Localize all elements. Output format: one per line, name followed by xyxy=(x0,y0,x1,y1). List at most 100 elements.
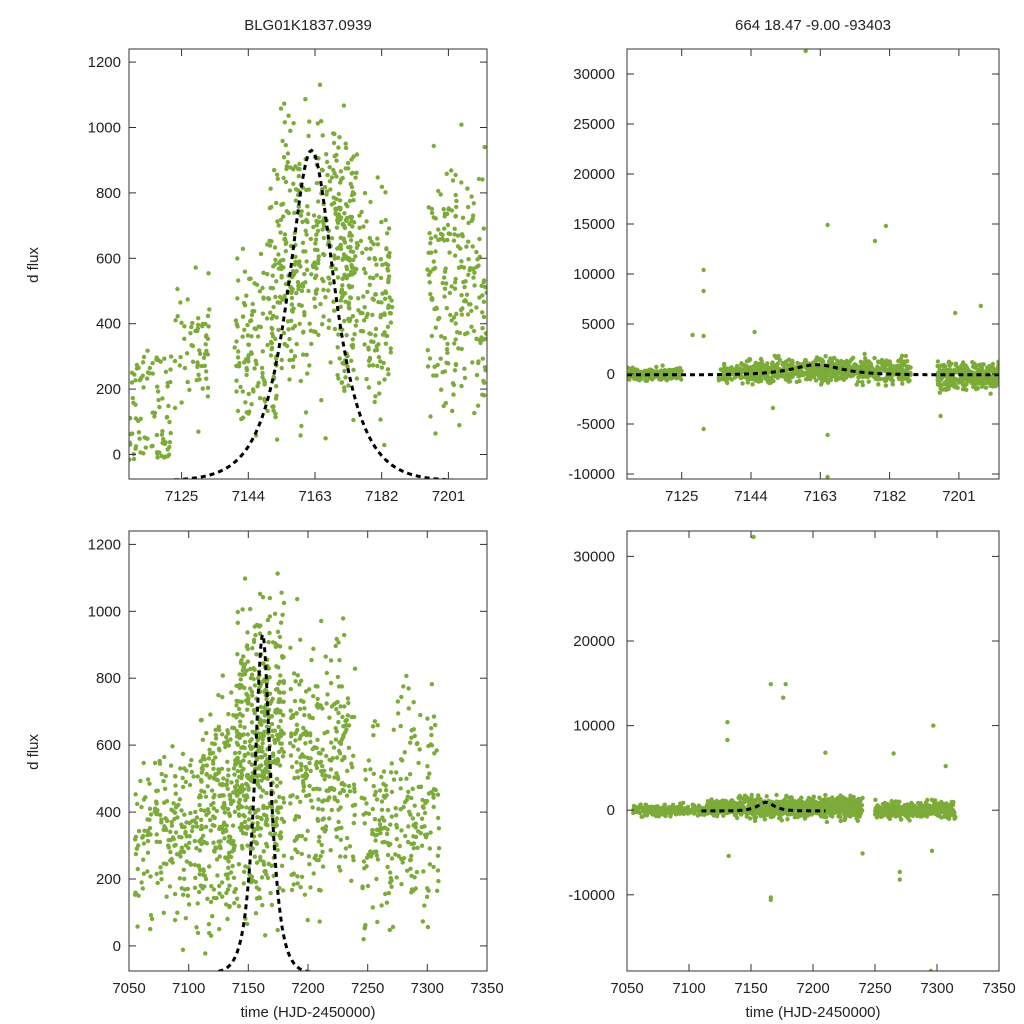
scatter-point xyxy=(740,381,745,386)
scatter-point xyxy=(644,369,650,374)
scatter-point xyxy=(334,225,340,230)
scatter-point xyxy=(290,357,296,362)
scatter-point xyxy=(208,899,214,905)
scatter-point xyxy=(756,379,761,384)
scatter-point xyxy=(240,246,246,251)
scatter-point xyxy=(237,361,242,366)
scatter-point xyxy=(306,854,312,859)
scatter-point xyxy=(229,841,234,846)
scatter-point xyxy=(194,378,199,383)
scatter-point xyxy=(903,353,909,359)
scatter-point xyxy=(323,773,328,778)
scatter-point xyxy=(276,665,281,670)
scatter-point xyxy=(265,271,270,277)
scatter-point xyxy=(345,215,350,221)
scatter-point xyxy=(222,802,227,807)
scatter-point xyxy=(173,774,178,779)
scatter-point xyxy=(336,719,341,725)
scatter-point xyxy=(307,783,312,789)
scatter-point xyxy=(811,362,816,367)
scatter-point xyxy=(364,801,369,806)
scatter-point xyxy=(301,783,306,788)
scatter-point xyxy=(335,255,341,260)
scatter-point xyxy=(425,348,430,353)
scatter-point xyxy=(705,807,710,812)
scatter-point xyxy=(309,657,314,663)
scatter-point xyxy=(374,347,380,353)
scatter-point xyxy=(234,389,239,394)
scatter-point xyxy=(785,363,791,368)
scatter-point xyxy=(242,672,248,677)
scatter-point xyxy=(233,318,239,323)
y-tick-label: 1000 xyxy=(88,120,121,137)
scatter-point xyxy=(422,903,427,908)
scatter-point xyxy=(342,754,347,760)
scatter-point xyxy=(380,262,385,267)
scatter-point xyxy=(260,755,265,760)
x-tick-label: 7201 xyxy=(942,488,975,505)
scatter-point xyxy=(272,167,277,173)
x-tick-label: 7163 xyxy=(804,488,837,505)
scatter-point xyxy=(201,833,206,838)
scatter-point xyxy=(394,813,399,818)
scatter-point xyxy=(157,450,162,455)
scatter-point xyxy=(317,834,322,840)
scatter-point xyxy=(214,895,219,901)
scatter-point xyxy=(249,720,255,725)
y-tick-label: 25000 xyxy=(573,116,615,133)
scatter-point xyxy=(234,896,240,901)
scatter-point xyxy=(265,408,270,414)
scatter-point xyxy=(459,383,464,389)
scatter-point xyxy=(865,359,870,364)
scatter-point xyxy=(303,793,309,799)
scatter-point xyxy=(240,314,246,319)
scatter-point xyxy=(383,217,388,223)
scatter-point xyxy=(328,281,333,286)
scatter-point xyxy=(970,360,975,365)
scatter-point xyxy=(711,813,716,818)
scatter-point xyxy=(224,902,229,907)
scatter-point xyxy=(348,181,353,187)
scatter-point xyxy=(313,304,318,309)
scatter-point xyxy=(253,633,258,638)
scatter-point xyxy=(345,160,351,166)
scatter-point xyxy=(241,793,246,798)
scatter-point xyxy=(793,367,798,372)
scatter-point xyxy=(883,378,889,383)
scatter-point xyxy=(245,921,250,927)
scatter-point xyxy=(749,792,754,798)
scatter-point xyxy=(179,845,184,850)
scatter-point xyxy=(309,272,314,277)
scatter-point xyxy=(181,867,186,872)
scatter-point xyxy=(207,930,212,936)
scatter-point xyxy=(378,315,383,320)
scatter-point xyxy=(464,244,469,249)
scatter-point xyxy=(295,874,300,879)
scatter-point xyxy=(150,410,155,415)
scatter-point xyxy=(398,786,403,791)
scatter-point xyxy=(454,204,459,210)
scatter-point xyxy=(419,843,425,848)
scatter-point xyxy=(295,279,301,285)
scatter-point xyxy=(203,824,209,830)
scatter-point xyxy=(320,772,325,778)
scatter-point xyxy=(258,826,264,831)
scatter-point xyxy=(281,853,287,858)
scatter-point xyxy=(820,362,826,367)
scatter-point xyxy=(451,315,457,320)
scatter-point xyxy=(425,775,430,780)
scatter-point xyxy=(199,836,204,842)
scatter-point xyxy=(299,288,305,294)
scatter-point xyxy=(185,297,190,302)
scatter-point xyxy=(182,766,187,771)
scatter-point xyxy=(340,616,346,621)
scatter-point xyxy=(464,292,470,297)
scatter-point xyxy=(472,410,477,416)
scatter-point xyxy=(271,304,276,310)
scatter-point xyxy=(274,737,280,742)
scatter-point xyxy=(320,133,325,138)
scatter-point xyxy=(374,876,379,882)
scatter-point xyxy=(288,801,293,806)
scatter-point xyxy=(267,243,273,248)
scatter-point xyxy=(259,722,264,727)
